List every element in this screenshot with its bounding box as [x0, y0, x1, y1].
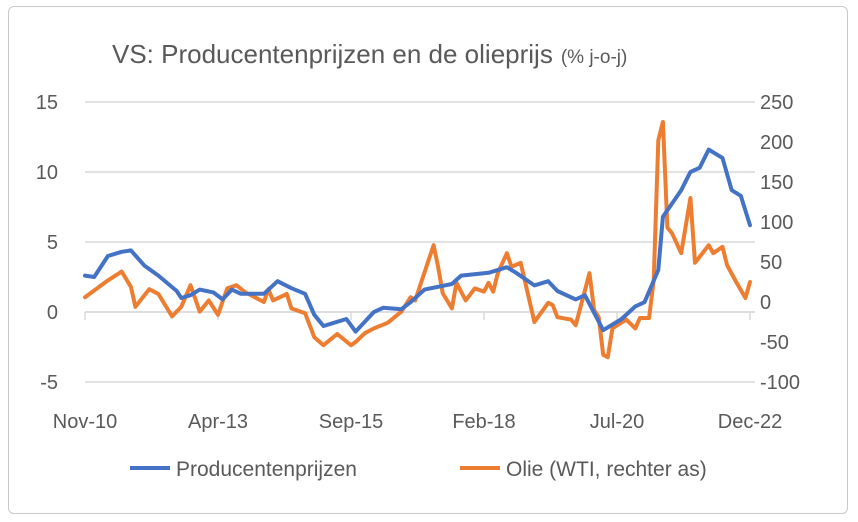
chart-title-main: VS: Producentenprijzen en de olieprijs — [112, 39, 553, 69]
right-axis-tick-label: 200 — [760, 132, 793, 154]
x-axis-tick-label: Jul-20 — [590, 411, 644, 433]
chart-title: VS: Producentenprijzen en de olieprijs (%… — [112, 39, 627, 69]
right-axis-tick-label: 0 — [760, 292, 771, 314]
right-axis-tick-label: 100 — [760, 212, 793, 234]
left-axis-tick-label: 15 — [36, 92, 58, 114]
right-axis-tick-label: 50 — [760, 252, 782, 274]
right-axis-tick-label: 250 — [760, 92, 793, 114]
legend: Producentenprijzen Olie (WTI, rechter as… — [130, 458, 707, 481]
chart-subtitle: (% j-o-j) — [561, 47, 628, 68]
right-axis-tick-label: 150 — [760, 172, 793, 194]
left-axis-tick-label: -5 — [40, 372, 58, 394]
series-line-producentenprijzen — [83, 147, 752, 334]
x-axis-tick-label: Sep-15 — [319, 411, 384, 433]
left-axis-tick-label: 5 — [47, 232, 58, 254]
left-axis-tick-label: 0 — [47, 302, 58, 324]
legend-label-producentenprijzen: Producentenprijzen — [176, 458, 357, 481]
x-axis-tick-label: Apr-13 — [188, 411, 248, 433]
legend-label-olie: Olie (WTI, rechter as) — [506, 458, 707, 481]
x-axis-tick-label: Dec-22 — [718, 411, 782, 433]
x-axis-tick-label: Nov-10 — [53, 411, 117, 433]
right-axis-tick-label: -100 — [760, 372, 800, 394]
x-axis-tick-label: Feb-18 — [452, 411, 515, 433]
chart-frame — [8, 6, 848, 514]
left-axis-tick-label: 10 — [36, 162, 58, 184]
right-axis-tick-label: -50 — [760, 332, 789, 354]
series-line-olie — [83, 120, 752, 360]
